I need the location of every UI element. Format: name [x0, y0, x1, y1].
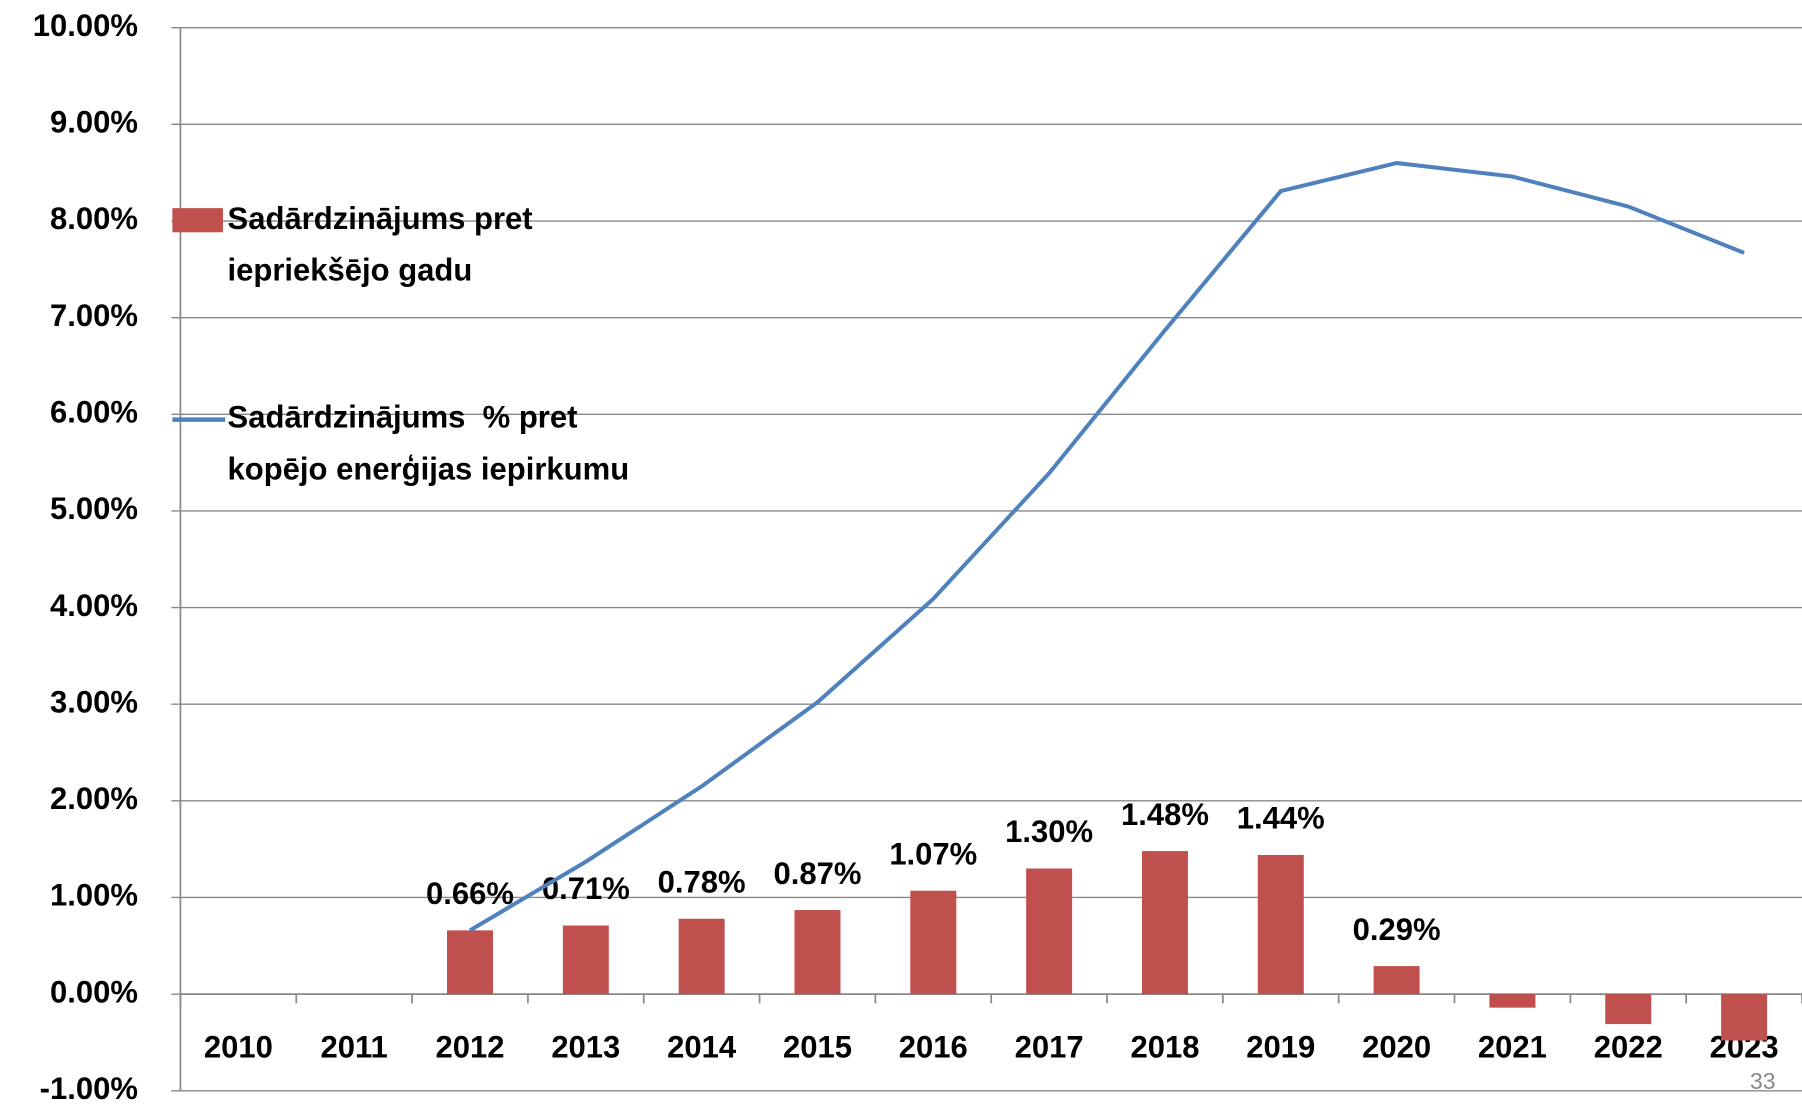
line [468, 160, 1745, 933]
legend-line: Sadārdzinājums pret [228, 201, 533, 236]
y-tick-label: 9.00% [50, 105, 138, 140]
x-tick-label: 2016 [899, 1030, 968, 1065]
legend-line: iepriekšējo gadu [228, 253, 473, 288]
y-tick-label: 3.00% [50, 684, 138, 719]
x-tick-label: 2019 [1246, 1030, 1315, 1065]
page-number: 33 [1750, 1068, 1776, 1094]
y-tick-label: 2.00% [50, 781, 138, 816]
x-tick-label: 2013 [551, 1030, 620, 1065]
data-label: 1.48% [1121, 797, 1209, 832]
x-tick-label: 2010 [204, 1030, 273, 1065]
x-tick-label: 2015 [783, 1030, 852, 1065]
x-tick-label: 2011 [321, 1030, 388, 1065]
bar [562, 925, 609, 995]
legend-line: Sadārdzinājums % pret [228, 400, 578, 435]
bar [794, 910, 841, 995]
data-label: 0.66% [426, 876, 514, 911]
y-tick-label: 8.00% [50, 201, 138, 236]
data-label: 1.44% [1237, 801, 1325, 836]
y-tick-label: -1.00% [40, 1071, 138, 1106]
y-tick-label: 1.00% [50, 878, 138, 913]
legend-label: Sadārdzinājums pret iepriekšējo gadu [228, 201, 533, 288]
bar [1373, 966, 1420, 995]
bar [1026, 868, 1073, 995]
data-label: 0.29% [1353, 912, 1441, 947]
y-tick-label: 0.00% [50, 974, 138, 1009]
x-tick-label: 2022 [1594, 1030, 1663, 1065]
y-tick-label: 5.00% [50, 491, 138, 526]
x-tick-label: 2020 [1362, 1030, 1431, 1065]
bar [1257, 854, 1304, 995]
bar [447, 930, 493, 995]
x-tick-label: 2012 [435, 1030, 504, 1065]
data-label: 0.87% [773, 856, 861, 891]
bar [910, 890, 957, 995]
x-tick-label: 2014 [667, 1030, 737, 1065]
x-tick-label: 2021 [1478, 1030, 1547, 1065]
x-tick-label: 2017 [1015, 1030, 1084, 1065]
legend-line: kopējo enerģijas iepirkumu [228, 452, 630, 487]
legend-swatch [172, 208, 223, 233]
data-label: 0.78% [658, 864, 746, 899]
bar [1721, 994, 1768, 1041]
data-label: 1.30% [1005, 814, 1093, 849]
y-tick-label: 7.00% [50, 298, 138, 333]
data-label: 0.71% [542, 871, 630, 906]
y-tick-label: 4.00% [50, 588, 138, 623]
bar [1605, 994, 1652, 1025]
y-tick-label: 10.00% [33, 8, 138, 43]
data-label: 1.07% [889, 836, 977, 871]
bar [1489, 994, 1536, 1008]
bar [678, 918, 725, 995]
legend-label: Sadārdzinājums % pret kopējo enerģijas ie… [228, 400, 630, 487]
y-tick-label: 6.00% [50, 394, 138, 429]
bar [1141, 851, 1188, 995]
x-tick-label: 2018 [1130, 1030, 1199, 1065]
